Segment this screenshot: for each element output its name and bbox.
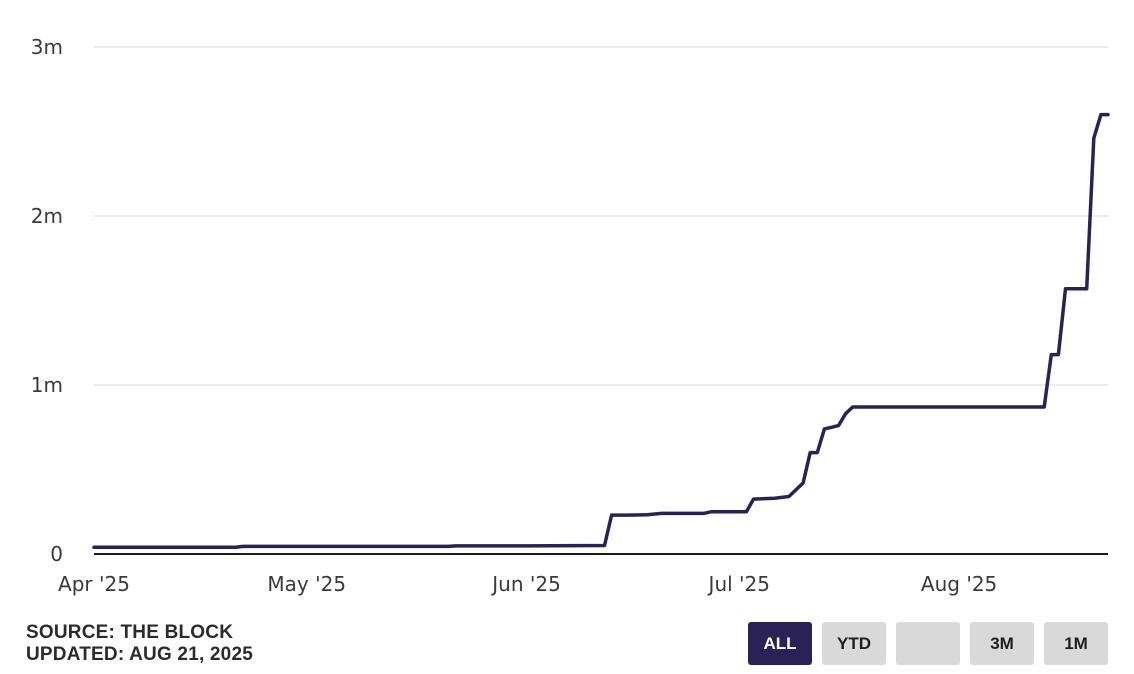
y-tick-label: 3m — [31, 35, 63, 59]
range-button-ytd[interactable]: YTD — [822, 622, 886, 665]
y-axis-ticks: 0 1m 2m 3m — [31, 35, 63, 566]
y-tick-label: 0 — [50, 542, 63, 566]
gridlines — [94, 46, 1108, 386]
x-tick-label: Apr '25 — [58, 572, 130, 596]
source-note: SOURCE: THE BLOCK UPDATED: AUG 21, 2025 — [26, 622, 253, 666]
series-layer — [92, 112, 1110, 549]
y-tick-label: 2m — [31, 204, 63, 228]
series-line-0 — [92, 112, 1110, 549]
source-label: SOURCE: THE BLOCK — [26, 622, 234, 643]
updated-label: UPDATED: AUG 21, 2025 — [26, 644, 253, 665]
range-button-1m[interactable]: 1M — [1044, 622, 1108, 665]
y-tick-label: 1m — [31, 373, 63, 397]
range-button-blank[interactable] — [896, 622, 960, 665]
range-button-3m[interactable]: 3M — [970, 622, 1034, 665]
x-axis-ticks: Apr '25 May '25 Jun '25 Jul '25 Aug '25 — [58, 572, 997, 596]
x-tick-label: May '25 — [267, 572, 346, 596]
x-tick-label: Jun '25 — [490, 572, 561, 596]
range-button-all[interactable]: ALL — [748, 622, 812, 665]
x-tick-label: Aug '25 — [921, 572, 997, 596]
x-tick-label: Jul '25 — [707, 572, 770, 596]
line-chart: 0 1m 2m 3m Apr '25 May '25 Jun '25 Jul '25 Aug … — [31, 35, 1110, 596]
